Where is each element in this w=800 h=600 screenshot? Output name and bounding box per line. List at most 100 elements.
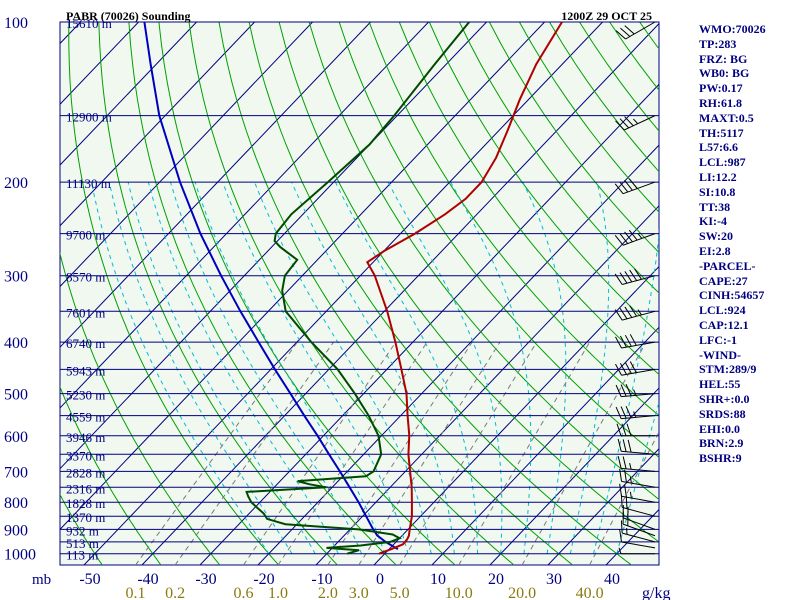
wind-barb [615,334,656,349]
index-stat: EHI:0.0 [699,421,741,436]
dry-adiabat-line [248,22,632,565]
mixing-ratio-tick-label: 40.0 [576,585,604,600]
pressure-tick-label: 1000 [4,547,36,564]
dry-adiabat-line [338,22,659,458]
temperature-tick-label: -20 [253,571,274,588]
height-label: 513 m [66,536,99,551]
isotherm-line [489,387,659,565]
index-stat: STM:289/9 [699,362,757,377]
wind-barb [614,305,656,321]
temperature-tick-label: 0 [376,571,384,588]
index-stat: SRDS:88 [699,406,746,421]
pressure-tick-label: 400 [4,335,28,352]
index-stat: TP:283 [699,36,737,51]
wind-barb [619,529,656,549]
isotherm-line [60,22,313,288]
pressure-tick-label: 600 [4,429,28,446]
height-label: 5943 m [66,363,105,378]
index-stat: LCL:924 [699,303,746,318]
isotherm-line [60,22,487,470]
height-label: 7601 m [66,305,105,320]
index-stat: LFC:-1 [699,332,737,347]
moist-adiabat-line [387,181,503,554]
index-stat: CAP:12.1 [699,317,749,332]
mixing-ratio-line [135,341,298,565]
height-label: 1828 m [66,496,105,511]
wind-barb [615,405,656,420]
height-label: 8570 m [66,270,105,285]
dry-adiabat-line [60,493,103,565]
pressure-tick-label: 800 [4,495,28,512]
pressure-tick-label: 200 [4,175,28,192]
wind-barb [614,268,656,285]
isotherm-line [60,22,197,166]
dewpoint-line [245,22,470,555]
plot-background [59,21,660,566]
height-label: 2828 m [66,465,105,480]
moist-adiabat-line [334,181,479,554]
height-label: 6740 m [66,336,105,351]
mixing-ratio-tick-label: 5.0 [390,585,410,600]
wind-barb [615,361,656,376]
isotherm-line [60,22,429,409]
mixing-ratio-line [521,341,647,565]
mixing-ratio-tick-label: 2.0 [318,585,338,600]
temperature-tick-label: -10 [311,571,332,588]
isotherm-line [60,22,255,227]
temperature-tick-label: 20 [488,571,504,588]
pressure-tick-label: 500 [4,387,28,404]
isotherm-line [83,22,603,565]
pressure-tick-label: 100 [4,15,28,32]
dry-adiabat-line [398,22,659,376]
mixing-ratio-tick-label: 20.0 [508,585,536,600]
temperature-tick-label: 40 [604,571,620,588]
temperature-line [365,22,563,555]
moist-adiabat-line [194,181,386,554]
height-label: 11130 m [66,176,111,191]
dry-adiabat-line [128,22,397,565]
index-stat: KI:-4 [699,214,727,229]
dry-adiabat-line [458,22,659,294]
time-title: 1200Z 29 OCT 25 [561,9,652,23]
height-label: 1370 m [66,510,105,525]
dry-adiabat-line [278,22,659,543]
index-stat: BSHR:9 [699,451,742,466]
dry-adiabat-line [428,22,659,335]
index-stat: TT:38 [699,199,731,214]
isobars [60,21,659,555]
mixing-ratio-line [458,341,591,565]
index-stat: FRZ: BG [699,51,748,66]
temperature-tick-label: -40 [137,571,158,588]
profile-lines [143,22,563,555]
moist-adiabat-line [254,181,432,554]
wind-barb [615,383,656,398]
wind-barb [617,455,656,472]
wind-barb [615,21,656,40]
mixing-ratio-tick-label: 0.6 [234,585,254,600]
mixing-ratio-unit-label: g/kg [642,585,670,600]
dry-adiabat-line [68,22,279,565]
index-stat: SI:10.8 [699,184,736,199]
wind-barb [615,115,656,131]
temperature-tick-label: -50 [79,571,100,588]
height-label: 2316 m [66,481,105,496]
isotherm-line [0,22,23,565]
dry-adiabat-line [368,22,659,417]
index-stat: SW:20 [699,229,734,244]
index-stat: L57:6.6 [699,140,738,155]
wind-barbs [614,21,656,555]
index-stat: SHR+:0.0 [699,391,750,406]
height-label: 113 m [66,548,98,563]
height-label: 12900 m [66,110,112,125]
mixing-ratio-tick-label: 0.1 [126,585,146,600]
dry-adiabat-line [60,385,162,565]
height-label: 4559 m [66,410,105,425]
height-label: 3370 m [66,448,105,463]
isotherm-line [547,448,659,565]
dry-adiabat-line [488,22,659,254]
mixing-ratio-tick-label: 10.0 [445,585,473,600]
temperature-tick-label: -30 [195,571,216,588]
isotherm-line [199,83,659,565]
index-stat: WMO:70026 [699,22,766,36]
